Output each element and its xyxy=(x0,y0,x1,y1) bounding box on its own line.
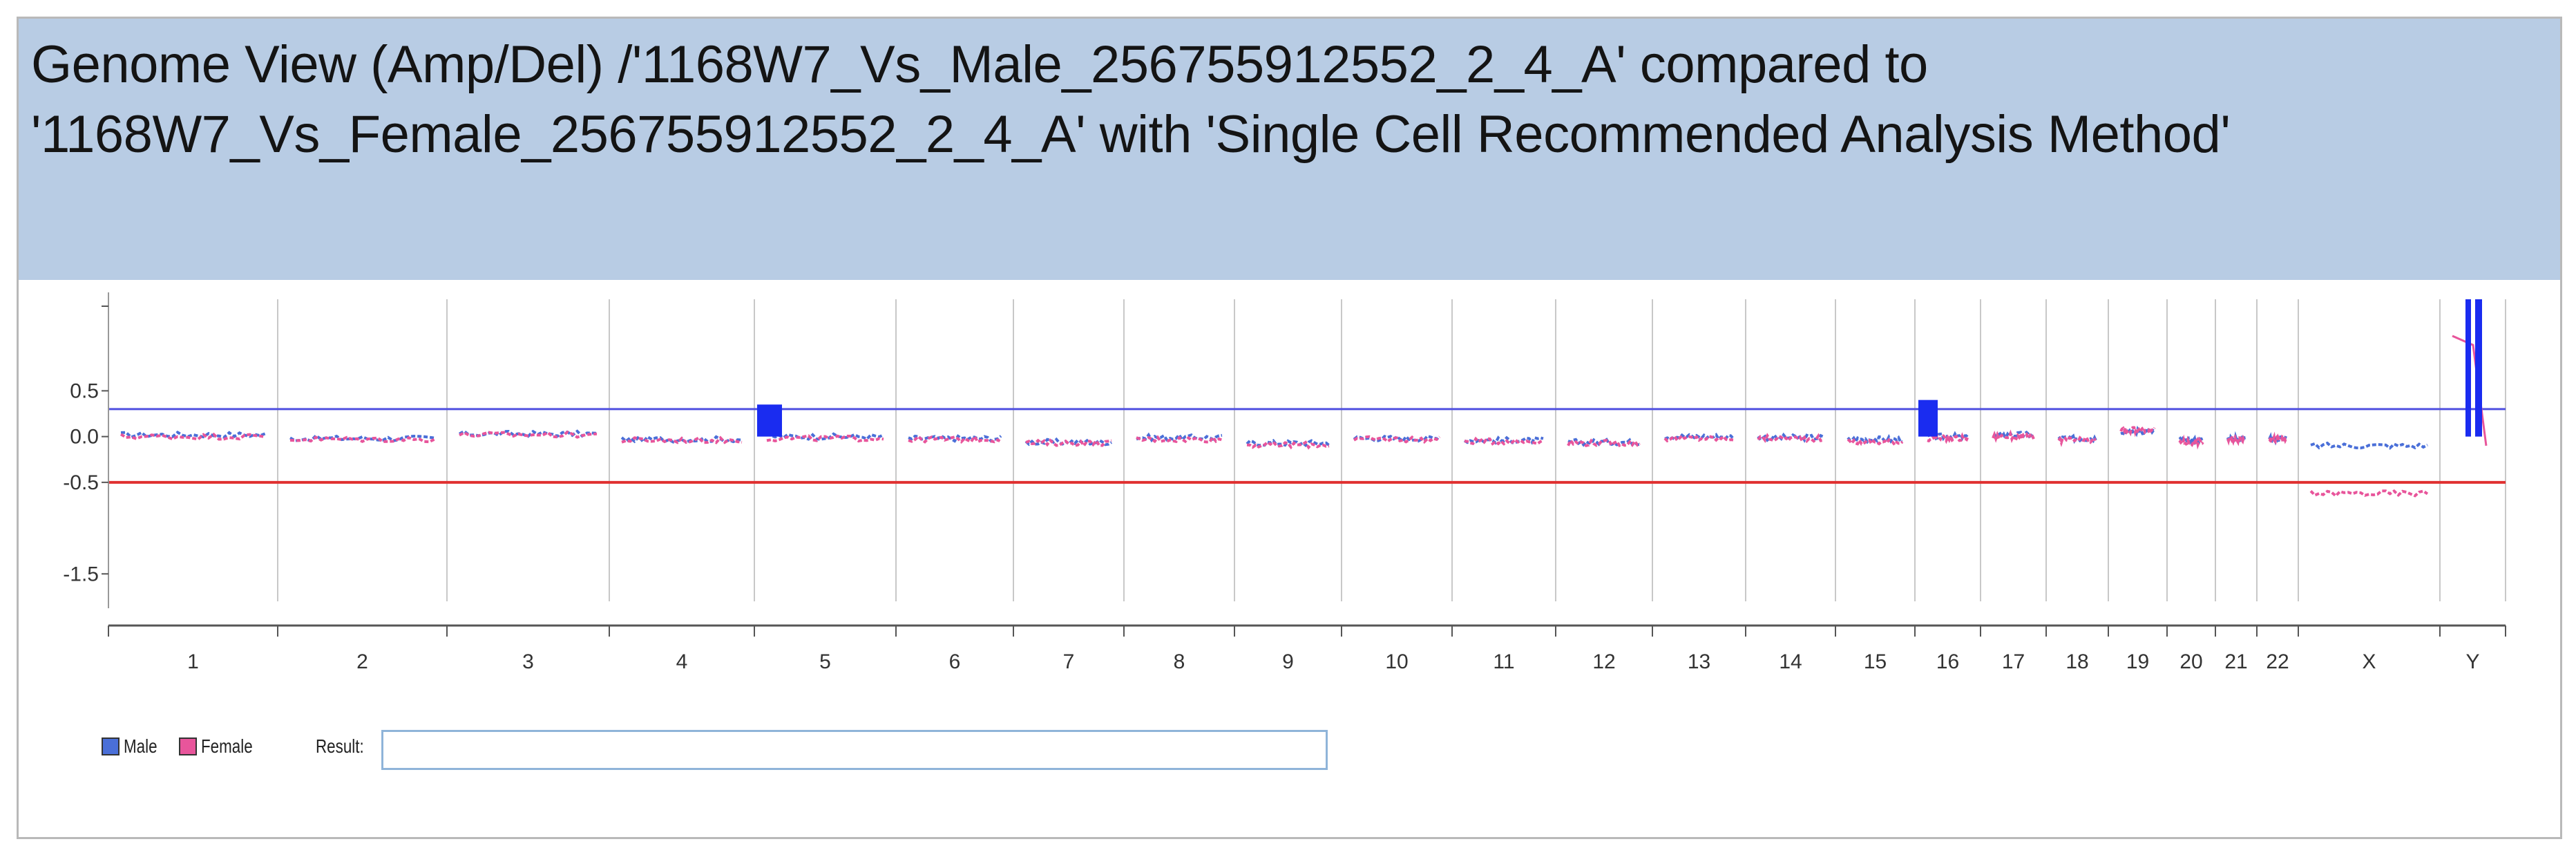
series-trace-male xyxy=(1847,433,1903,444)
header-banner: Genome View (Amp/Del) /'1168W7_Vs_Male_2… xyxy=(19,19,2560,280)
series-trace-female xyxy=(1992,429,2035,444)
series-trace-female xyxy=(2178,434,2204,450)
legend-label-female: Female xyxy=(201,735,253,757)
x-tick-label-chr-21: 21 xyxy=(2224,650,2247,673)
x-tick-label-chr-19: 19 xyxy=(2126,650,2149,673)
series-trace-male xyxy=(1353,434,1441,443)
x-tick-label-chr-22: 22 xyxy=(2266,650,2289,673)
legend: Male Female Result: xyxy=(102,720,1414,776)
series-trace-female xyxy=(1663,433,1734,443)
series-trace-male xyxy=(908,434,1002,443)
aberration-bar-chr-y xyxy=(2475,299,2482,437)
x-tick-label-chr-18: 18 xyxy=(2065,650,2088,673)
aberration-bar-chr-16 xyxy=(1918,400,1938,437)
series-trace-female xyxy=(766,434,884,443)
series-trace-female xyxy=(1136,435,1223,444)
x-tick-label-chr-5: 5 xyxy=(819,650,831,673)
x-tick-label-chr-8: 8 xyxy=(1174,650,1185,673)
page-title: Genome View (Amp/Del) /'1168W7_Vs_Male_2… xyxy=(31,35,2231,164)
series-trace-male xyxy=(2310,441,2428,450)
x-tick-label-chr-6: 6 xyxy=(949,650,961,673)
series-trace-female xyxy=(1246,440,1330,450)
aberration-bar-chr-5 xyxy=(757,404,782,437)
series-trace-female xyxy=(459,430,598,439)
legend-label-male: Male xyxy=(124,735,158,757)
x-tick-label-chr-15: 15 xyxy=(1864,650,1887,673)
x-tick-label-chr-x: X xyxy=(2362,650,2376,673)
series-trace-female xyxy=(1464,436,1544,446)
legend-item-male: Male xyxy=(102,735,166,758)
series-trace-female xyxy=(1353,435,1441,444)
series-trace-male xyxy=(1136,432,1223,443)
x-tick-label-chr-7: 7 xyxy=(1063,650,1075,673)
series-trace-male xyxy=(1463,435,1544,445)
x-tick-label-chr-y: Y xyxy=(2465,650,2479,673)
x-tick-label-chr-3: 3 xyxy=(522,650,534,673)
genome-chart: 0.50.0-0.5-1.51 2 3 4 5 6 7 8 9 10 11 12 13 14 15 16 17 1… xyxy=(63,292,2506,673)
x-tick-label-chr-16: 16 xyxy=(1936,650,1959,673)
x-tick-label-chr-9: 9 xyxy=(1282,650,1294,673)
series-trace-female xyxy=(289,435,435,444)
x-tick-label-chr-17: 17 xyxy=(2002,650,2025,673)
series-trace-female xyxy=(1025,438,1112,449)
y-tick-label: -0.5 xyxy=(63,471,99,494)
genome-view-panel: Genome View (Amp/Del) /'1168W7_Vs_Male_2… xyxy=(17,17,2562,839)
x-tick-label-chr-14: 14 xyxy=(1779,650,1802,673)
series-trace-female xyxy=(2057,435,2097,447)
legend-item-female: Female xyxy=(179,735,265,758)
result-input[interactable] xyxy=(381,730,1328,770)
x-tick-label-chr-11: 11 xyxy=(1493,650,1514,673)
y-tick-label: -1.5 xyxy=(63,563,99,585)
series-trace-female xyxy=(1847,437,1904,447)
series-trace-male xyxy=(1246,438,1330,447)
series-trace-female xyxy=(1757,433,1824,444)
series-trace-male xyxy=(2057,433,2097,444)
series-trace-female xyxy=(621,435,743,444)
x-tick-label-chr-4: 4 xyxy=(676,650,688,673)
x-tick-label-chr-13: 13 xyxy=(1688,650,1710,673)
series-trace-female xyxy=(2309,489,2429,498)
series-trace-female xyxy=(1567,438,1641,448)
series-trace-female xyxy=(2268,431,2287,445)
x-tick-label-chr-1: 1 xyxy=(187,650,199,673)
x-tick-label-chr-20: 20 xyxy=(2179,650,2202,673)
x-tick-label-chr-2: 2 xyxy=(356,650,368,673)
series-trace-female xyxy=(908,434,1002,444)
series-trace-female xyxy=(2226,432,2246,447)
male-swatch-icon xyxy=(102,737,120,755)
series-trace-female xyxy=(2119,424,2156,438)
x-tick-label-chr-12: 12 xyxy=(1592,650,1615,673)
result-label: Result: xyxy=(316,735,364,757)
y-tick-label: 0.5 xyxy=(70,379,99,402)
female-swatch-icon xyxy=(179,737,197,755)
y-tick-label: 0.0 xyxy=(70,426,99,449)
aberration-bar-chr-y xyxy=(2465,299,2471,437)
x-tick-label-chr-10: 10 xyxy=(1385,650,1408,673)
series-trace-female xyxy=(120,432,266,441)
series-trace-male xyxy=(766,432,884,441)
series-trace-female xyxy=(1927,432,1969,444)
